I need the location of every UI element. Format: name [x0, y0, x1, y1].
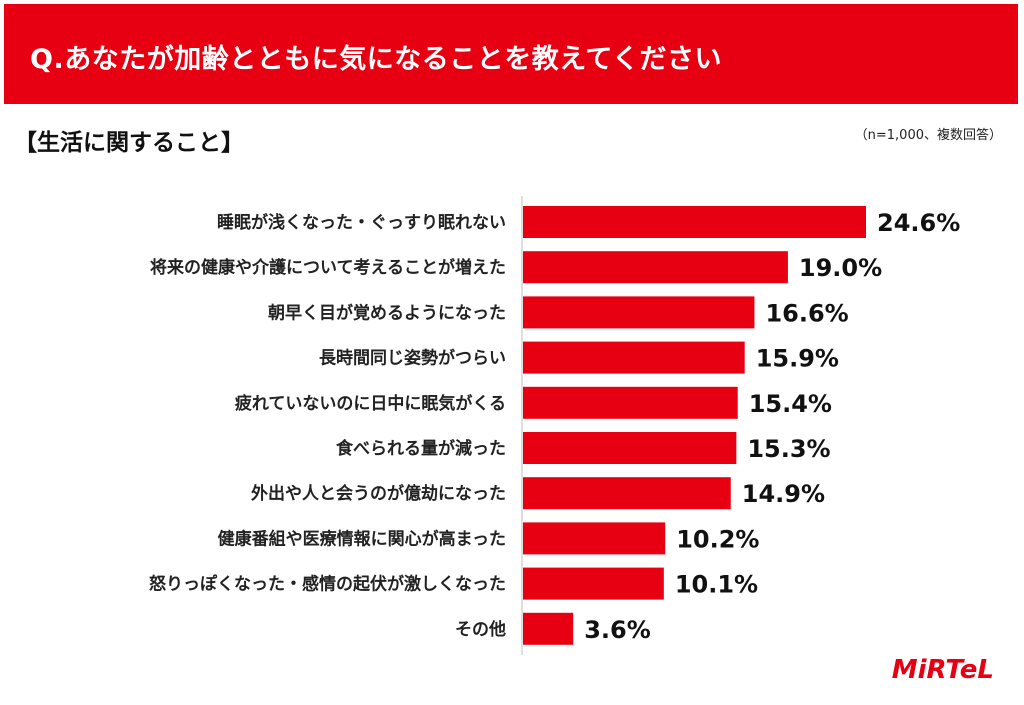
- bar: [523, 477, 731, 510]
- bar: [523, 206, 866, 238]
- value-label: 15.3%: [747, 435, 830, 463]
- header-banner: Q.あなたが加齢とともに気になることを教えてください: [4, 4, 1018, 104]
- question-title: Q.あなたが加齢とともに気になることを教えてください: [30, 44, 723, 75]
- value-label: 10.2%: [676, 525, 759, 553]
- sample-note: （n=1,000、複数回答）: [854, 128, 1002, 143]
- category-label: その他: [455, 619, 506, 640]
- bar: [523, 567, 664, 600]
- value-label: 10.1%: [675, 571, 758, 599]
- category-label: 健康番組や医療情報に関心が高まった: [218, 528, 506, 549]
- value-label: 24.6%: [877, 209, 960, 237]
- category-label: 怒りっぽくなった・感情の起伏が激しくなった: [149, 574, 506, 595]
- value-label: 16.6%: [765, 299, 848, 327]
- category-label: 朝早く目が覚めるようになった: [268, 302, 506, 323]
- category-label: 食べられる量が減った: [336, 438, 506, 459]
- value-label: 14.9%: [742, 480, 825, 508]
- value-label: 15.4%: [749, 390, 832, 418]
- bar: [523, 386, 738, 419]
- category-label: 将来の健康や介護について考えることが増えた: [150, 257, 506, 278]
- category-label: 睡眠が浅くなった・ぐっすり眠れない: [217, 212, 506, 233]
- section-title: 【生活に関すること】: [14, 130, 244, 156]
- category-label: 外出や人と会うのが億劫になった: [251, 483, 506, 504]
- bar: [523, 432, 737, 464]
- bar: [523, 522, 666, 555]
- value-label: 19.0%: [799, 254, 882, 282]
- bar: [523, 251, 788, 284]
- value-label: 15.9%: [756, 345, 839, 373]
- bar: [523, 341, 745, 374]
- bar: [523, 296, 755, 329]
- value-label: 3.6%: [584, 616, 651, 644]
- bar: [523, 612, 574, 645]
- brand-logo: MiRTeL: [891, 655, 994, 685]
- category-label: 長時間同じ姿勢がつらい: [319, 348, 506, 369]
- category-label: 疲れていないのに日中に眠気がくる: [235, 393, 506, 414]
